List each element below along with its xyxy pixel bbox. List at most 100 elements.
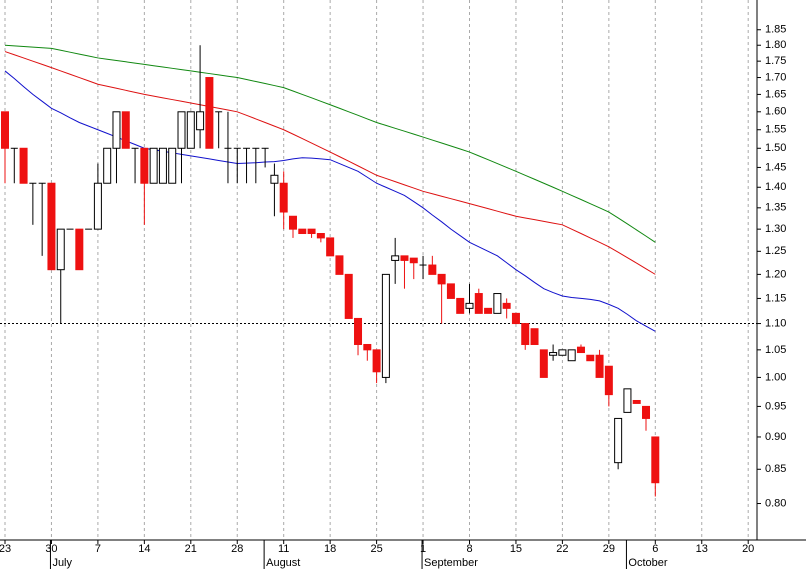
candle-body [298,228,307,235]
candle-body [502,302,511,309]
candle-body [103,147,112,184]
candle-body [196,111,205,131]
x-tick-label: 22 [556,543,568,555]
candle-body [567,349,576,362]
candle-body [363,343,372,351]
x-tick-label: 21 [185,543,197,555]
candle-body [539,349,548,378]
y-tick-label: 1.20 [765,268,786,280]
y-tick-label: 1.00 [765,371,786,383]
y-tick-label: 1.70 [765,71,786,83]
candle-body [279,182,288,213]
candle-body [47,182,56,271]
candle-body [409,257,418,264]
candle-body [493,293,502,314]
candle-body [576,346,585,354]
x-tick-label: 6 [652,543,658,555]
candle-body [112,111,121,149]
candle-body [391,255,400,261]
candle-body [270,174,279,184]
candle-body [121,111,130,149]
candle-body [75,228,84,271]
candle-body [530,328,539,345]
candle-body [335,255,344,275]
candle-body [632,399,641,404]
moving-average-line [4,44,656,243]
x-tick-label: 7 [95,543,101,555]
y-tick-label: 0.85 [765,463,786,475]
candle-body [484,307,493,314]
candle-body [372,349,381,373]
candle-body [623,388,632,413]
x-tick-label: 28 [231,543,243,555]
y-tick-label: 1.50 [765,142,786,154]
candle-body [205,77,214,149]
y-tick-label: 1.65 [765,88,786,100]
candle-body [595,354,604,378]
x-tick-label: 30 [45,543,57,555]
x-tick-label: 8 [466,543,472,555]
candle-body [186,111,195,149]
moving-average-line [4,51,656,275]
candle-body [521,323,530,345]
candle-body [288,215,297,230]
y-tick-label: 1.10 [765,317,786,329]
candle-body [140,147,149,184]
candle-body [465,302,474,309]
month-label: October [628,557,667,569]
candle-body [586,354,595,362]
candle-body [19,147,28,184]
candle-body [158,147,167,184]
candle-body [316,233,325,239]
candle-body [354,317,363,345]
candle-body [307,228,316,235]
y-tick-label: 1.85 [765,24,786,36]
y-tick-label: 1.05 [765,344,786,356]
candle-body [446,283,455,299]
candle-body [642,405,651,419]
y-tick-label: 1.80 [765,39,786,51]
candle-body [428,264,437,275]
x-tick-label: 15 [510,543,522,555]
y-tick-label: 1.35 [765,202,786,214]
candle-body [168,147,177,184]
candle-body [549,352,558,356]
candle-body [456,297,465,314]
y-tick-label: 1.15 [765,292,786,304]
month-label: August [266,557,300,569]
candle-body [437,273,446,285]
candle-body [511,312,520,325]
y-tick-label: 0.80 [765,497,786,509]
candle-body [381,273,390,378]
candle-body [177,111,186,149]
candle-body [326,237,335,257]
x-tick-label: 18 [324,543,336,555]
month-label: September [424,557,478,569]
x-tick-label: 14 [138,543,150,555]
candle-body [1,111,9,149]
y-tick-label: 1.40 [765,181,786,193]
y-tick-label: 0.90 [765,431,786,443]
candle-body [93,182,102,230]
candle-body [604,365,613,396]
x-tick-label: 29 [603,543,615,555]
plot-area [0,0,757,540]
y-tick-label: 1.45 [765,161,786,173]
candle-body [558,349,567,356]
y-tick-label: 1.55 [765,124,786,136]
x-tick-label: 25 [370,543,382,555]
x-tick-label: 20 [742,543,754,555]
y-tick-label: 1.75 [765,55,786,67]
candle-body [614,417,623,464]
x-tick-label: 11 [278,543,289,555]
x-tick-label: 13 [696,543,708,555]
y-tick-label: 0.95 [765,400,786,412]
y-tick-label: 1.60 [765,106,786,118]
x-tick-label: 1 [420,543,426,555]
y-tick-label: 1.30 [765,223,786,235]
candle-body [149,147,158,184]
x-tick-label: 23 [0,543,11,555]
y-tick-label: 1.25 [765,245,786,257]
